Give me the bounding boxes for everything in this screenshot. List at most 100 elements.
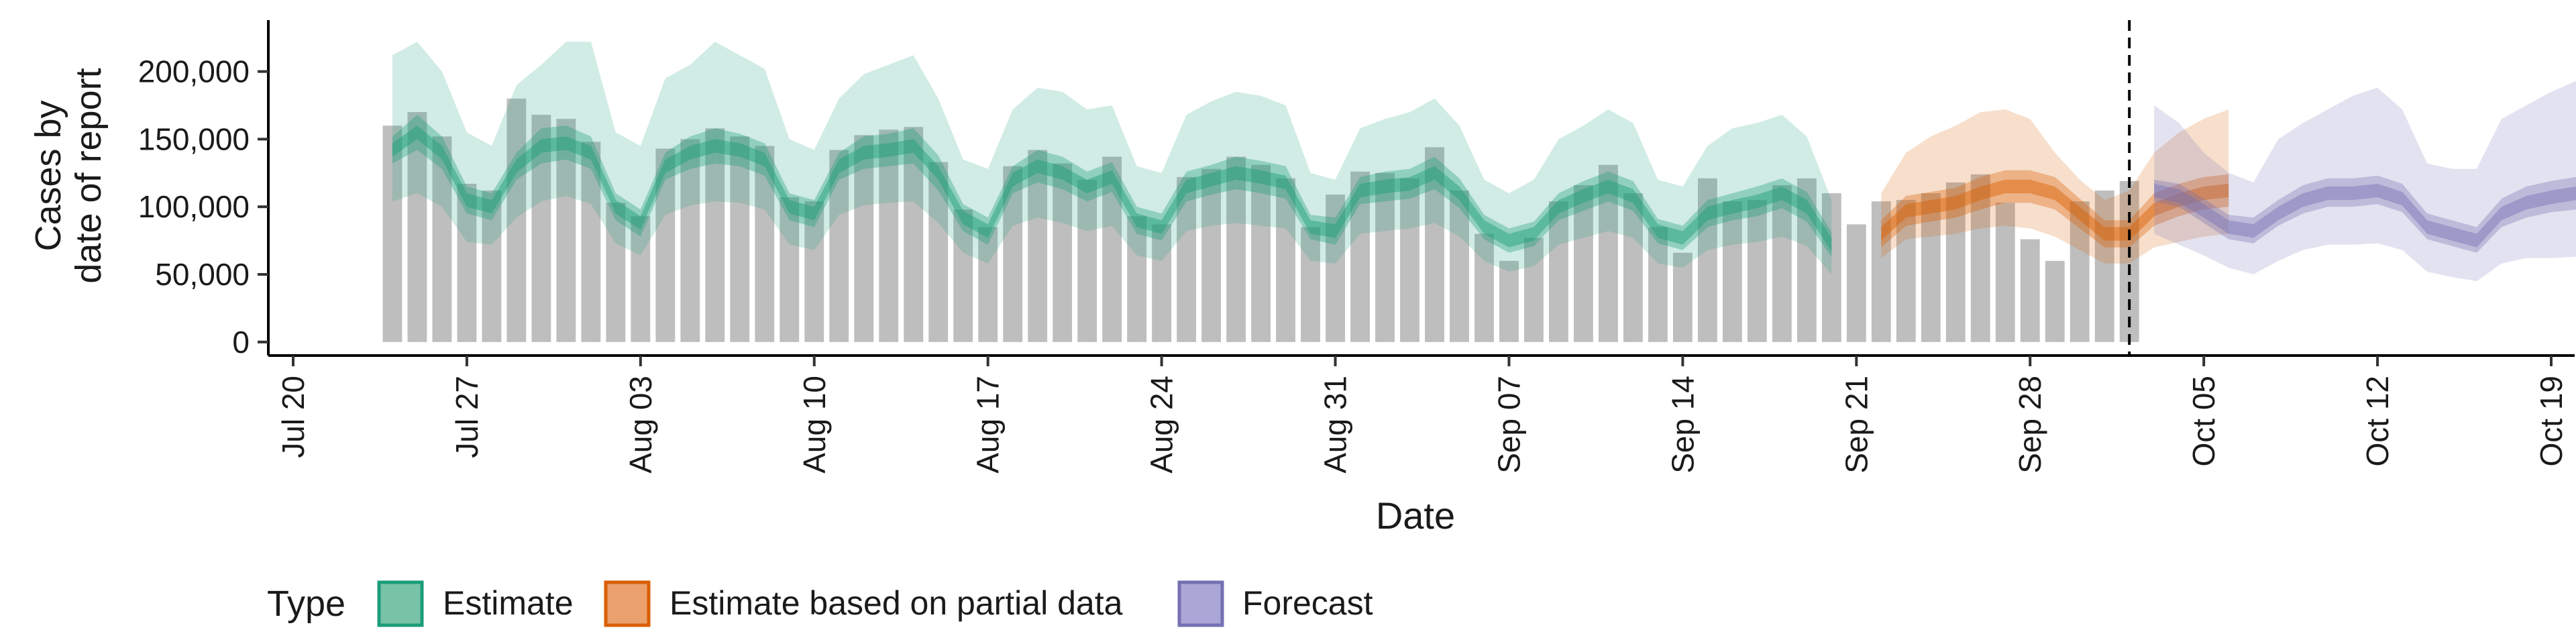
case-bar bbox=[730, 136, 750, 342]
legend-swatch-estimate bbox=[377, 580, 424, 627]
case-bar bbox=[1350, 171, 1370, 342]
bands-layer bbox=[392, 42, 2576, 282]
case-bar bbox=[829, 150, 849, 342]
y-tick-label: 150,000 bbox=[138, 121, 250, 156]
case-bar bbox=[2020, 239, 2040, 342]
case-bar bbox=[1549, 201, 1568, 342]
x-tick-label: Sep 07 bbox=[1491, 376, 1526, 474]
bars-layer bbox=[382, 98, 2139, 342]
y-tick-label: 0 bbox=[232, 325, 250, 360]
case-bar bbox=[1499, 260, 1519, 342]
case-bar bbox=[556, 119, 576, 342]
x-axis-label: Date bbox=[1376, 494, 1455, 537]
case-bar bbox=[2070, 201, 2090, 342]
x-tick-label: Aug 03 bbox=[623, 376, 658, 474]
legend-label-estimate: Estimate bbox=[443, 584, 574, 622]
case-bar bbox=[457, 183, 477, 342]
x-tick-label: Sep 14 bbox=[1665, 376, 1700, 474]
ci50-band-estimate bbox=[392, 115, 1832, 257]
case-bar bbox=[1226, 156, 1246, 342]
case-bar bbox=[804, 201, 824, 342]
y-axis-ticks: 0 50,000 100,000 150,000 200,000 bbox=[138, 54, 268, 360]
case-bar bbox=[506, 98, 527, 342]
x-tick-label: Jul 20 bbox=[276, 376, 311, 458]
case-bar bbox=[1375, 172, 1395, 342]
median-band-estimate-based-on-partial-data bbox=[1881, 179, 2229, 241]
case-bar bbox=[1053, 163, 1073, 342]
case-bar bbox=[631, 216, 651, 342]
case-bar bbox=[1623, 193, 1643, 342]
case-bar bbox=[705, 128, 725, 342]
median-band-forecast bbox=[2154, 184, 2576, 248]
case-bar bbox=[1970, 174, 1990, 342]
legend-entry-estimate: Estimate bbox=[377, 580, 574, 627]
case-bar bbox=[1028, 150, 1048, 342]
case-bar bbox=[1152, 224, 1172, 342]
case-bar bbox=[953, 209, 973, 342]
case-bar bbox=[1648, 227, 1668, 342]
case-bar bbox=[1201, 168, 1222, 342]
case-bar bbox=[1450, 191, 1469, 342]
legend-label-partial: Estimate based on partial data bbox=[669, 584, 1123, 622]
case-bar bbox=[482, 191, 502, 342]
case-bar bbox=[1672, 252, 1693, 342]
legend-swatch-partial bbox=[604, 580, 651, 627]
case-bar bbox=[780, 197, 800, 342]
case-bar bbox=[1796, 178, 1817, 342]
case-bar bbox=[1921, 193, 1941, 342]
ci50-band-estimate-based-on-partial-data bbox=[1881, 170, 2229, 248]
case-bar bbox=[407, 112, 427, 342]
x-tick-label: Jul 27 bbox=[449, 376, 484, 458]
legend-entry-partial: Estimate based on partial data bbox=[604, 580, 1123, 627]
legend: Type Estimate Estimate based on partial … bbox=[267, 580, 1373, 627]
case-bar bbox=[1598, 164, 1618, 342]
y-tick-label: 100,000 bbox=[138, 189, 250, 224]
x-tick-label: Oct 19 bbox=[2534, 376, 2569, 467]
case-bar bbox=[1276, 178, 1295, 342]
x-tick-label: Aug 17 bbox=[971, 376, 1006, 474]
case-bar bbox=[755, 146, 775, 342]
case-bar bbox=[1574, 184, 1593, 342]
case-bar bbox=[1177, 176, 1197, 342]
case-bar bbox=[1871, 201, 1891, 342]
y-tick-label: 50,000 bbox=[155, 257, 250, 292]
case-bar bbox=[1772, 184, 1792, 342]
case-bar bbox=[1722, 201, 1742, 342]
x-tick-label: Aug 24 bbox=[1144, 376, 1179, 474]
case-bar bbox=[928, 162, 949, 342]
case-bar bbox=[2094, 191, 2114, 342]
series-forecast bbox=[2154, 80, 2576, 282]
case-bar bbox=[606, 203, 626, 342]
case-bar bbox=[680, 139, 700, 342]
y-tick-label: 200,000 bbox=[138, 54, 250, 89]
case-bar bbox=[1747, 200, 1767, 342]
y-axis-label-line1: Cases by bbox=[28, 100, 68, 251]
ci90-band-estimate-based-on-partial-data bbox=[1881, 109, 2229, 264]
median-band-estimate bbox=[392, 125, 1832, 252]
case-bar bbox=[1425, 147, 1444, 342]
x-tick-label: Sep 21 bbox=[1839, 376, 1874, 474]
case-bar bbox=[1896, 200, 1916, 342]
case-bar bbox=[1127, 216, 1147, 342]
legend-entry-forecast: Forecast bbox=[1177, 580, 1373, 627]
case-bar bbox=[1821, 193, 1841, 342]
case-bar bbox=[581, 142, 601, 342]
legend-swatch-forecast bbox=[1177, 580, 1224, 627]
case-bar bbox=[1524, 237, 1544, 342]
x-axis-ticks: Jul 20 Jul 27 Aug 03 Aug 10 Aug 17 Aug 24 Aug … bbox=[276, 356, 2569, 474]
case-bar bbox=[1003, 166, 1023, 342]
case-bar bbox=[1995, 203, 2015, 342]
case-bar bbox=[879, 129, 899, 342]
ci90-band-estimate bbox=[392, 42, 1832, 275]
case-bar bbox=[1474, 233, 1494, 342]
x-tick-label: Oct 05 bbox=[2186, 376, 2221, 467]
case-bar bbox=[1697, 178, 1717, 342]
case-bar bbox=[1846, 224, 1866, 342]
case-bar bbox=[1102, 156, 1122, 342]
case-bar bbox=[382, 125, 402, 342]
case-bar bbox=[978, 227, 998, 342]
x-tick-label: Aug 10 bbox=[797, 376, 832, 474]
x-tick-label: Sep 28 bbox=[2012, 376, 2047, 474]
case-bar bbox=[1301, 227, 1320, 342]
